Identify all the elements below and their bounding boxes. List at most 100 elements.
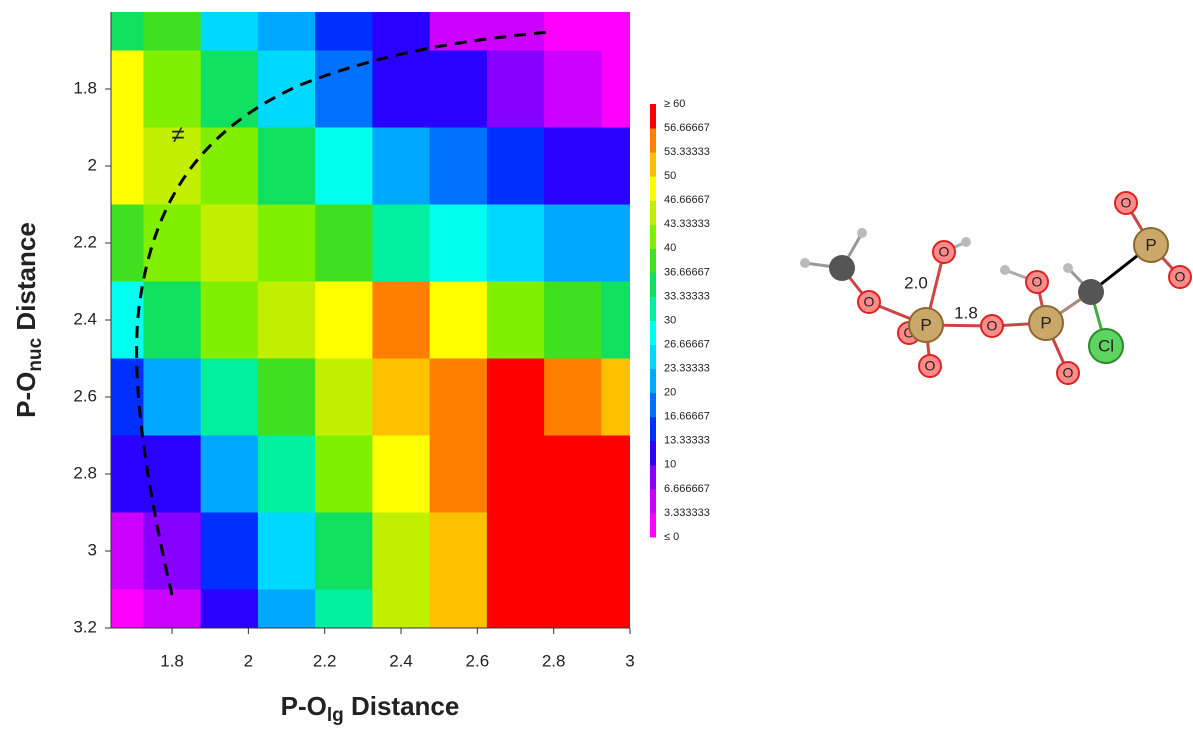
colorbar-label: 20	[664, 387, 676, 399]
colorbar-band	[650, 128, 656, 153]
y-tick-label: 1.8	[73, 78, 97, 97]
contour-cell	[544, 205, 602, 283]
contour-cell	[143, 436, 201, 514]
y-label-rest: Distance	[11, 222, 41, 338]
colorbar-label: 33.33333	[664, 290, 710, 302]
distance-label: 2.0	[904, 273, 928, 292]
h-atom	[1000, 265, 1010, 275]
atom-label: O	[987, 318, 998, 334]
contour-cell	[372, 513, 430, 591]
x-tick-label: 1.8	[160, 651, 184, 670]
contour-cell	[201, 205, 259, 283]
contour-cell	[315, 128, 373, 206]
atom-label: Cl	[1098, 336, 1114, 355]
contour-cell	[258, 436, 316, 514]
contour-cell	[143, 359, 201, 437]
colorbar-band	[650, 272, 656, 297]
colorbar-label: ≤ 0	[664, 531, 679, 543]
contour-cell	[315, 205, 373, 283]
colorbar-band	[650, 369, 656, 394]
x-tick-label: 2.2	[313, 651, 337, 670]
colorbar-label: 6.666667	[664, 483, 710, 495]
x-tick-label: 3	[625, 651, 634, 670]
contour-cell	[430, 513, 488, 591]
c-atom	[829, 255, 855, 281]
contour-cell	[258, 513, 316, 591]
contour-cell	[372, 128, 430, 206]
h-atom	[800, 258, 810, 268]
colorbar-label: 13.33333	[664, 435, 710, 447]
contour-cell	[372, 51, 430, 129]
distance-label: 1.8	[954, 303, 978, 322]
atom-label: O	[1032, 274, 1043, 290]
contour-cell	[372, 0, 430, 51]
contour-cell	[143, 205, 201, 283]
colorbar-band	[650, 441, 656, 466]
contour-cell	[201, 282, 259, 360]
colorbar-band	[650, 393, 656, 418]
colorbar-band	[650, 345, 656, 370]
h-atom	[961, 237, 971, 247]
x-label-sub: lg	[327, 705, 344, 726]
colorbar-label: 36.66667	[664, 266, 710, 278]
colorbar-band	[650, 224, 656, 249]
contour-cell	[258, 128, 316, 206]
atom-label: O	[1063, 365, 1074, 381]
atom-label: O	[939, 244, 950, 260]
colorbar-band	[650, 200, 656, 225]
contour-cell	[430, 51, 488, 129]
contour-cell	[315, 513, 373, 591]
atom-label: O	[864, 294, 875, 310]
contour-cell	[487, 436, 545, 514]
contour-cell	[86, 0, 144, 51]
colorbar-band	[650, 417, 656, 442]
colorbar-label: 26.66667	[664, 338, 710, 350]
colorbar-band	[650, 176, 656, 201]
contour-cell	[201, 436, 259, 514]
y-axis-label: P-Onuc Distance	[11, 222, 46, 418]
colorbar-label: 53.33333	[664, 146, 710, 158]
atom-label: P	[1040, 313, 1051, 332]
contour-cell	[201, 128, 259, 206]
colorbar-label: 43.33333	[664, 218, 710, 230]
contour-cell	[143, 282, 201, 360]
y-label-main: P-O	[11, 372, 41, 418]
contour-cell	[601, 0, 659, 51]
x-label-main: P-O	[281, 691, 327, 721]
contour-cell	[201, 0, 259, 51]
x-label-rest: Distance	[344, 691, 460, 721]
contour-cell	[258, 51, 316, 129]
atom-label: O	[1175, 269, 1186, 285]
colorbar-label: 3.333333	[664, 507, 710, 519]
contour-field	[86, 0, 659, 667]
contour-cell	[544, 0, 602, 51]
colorbar-label: 40	[664, 242, 676, 254]
contour-cell	[544, 436, 602, 514]
contour-cell	[430, 282, 488, 360]
colorbar-band	[650, 248, 656, 273]
colorbar-band	[650, 489, 656, 514]
contour-cell	[372, 436, 430, 514]
colorbar-band	[650, 152, 656, 177]
contour-cell	[143, 513, 201, 591]
colorbar-band	[650, 513, 656, 538]
colorbar-label: 23.33333	[664, 363, 710, 375]
contour-cell	[430, 128, 488, 206]
contour-cell	[258, 0, 316, 51]
contour-cell	[201, 513, 259, 591]
x-tick-label: 2.6	[466, 651, 490, 670]
c-atom	[1078, 279, 1104, 305]
colorbar-label: 46.66667	[664, 194, 710, 206]
y-tick-label: 2	[88, 155, 97, 174]
contour-cell	[315, 436, 373, 514]
contour-cell	[544, 282, 602, 360]
x-tick-label: 2.4	[389, 651, 413, 670]
contour-cell	[315, 359, 373, 437]
colorbar-label: 16.66667	[664, 411, 710, 423]
contour-cell	[315, 282, 373, 360]
colorbar-band	[650, 104, 656, 129]
molecule: OOPOOOPOOClPOO2.01.8	[800, 192, 1191, 384]
colorbar-label: ≥ 60	[664, 98, 685, 110]
x-tick-label: 2.8	[542, 651, 566, 670]
atom-label: P	[920, 315, 931, 334]
